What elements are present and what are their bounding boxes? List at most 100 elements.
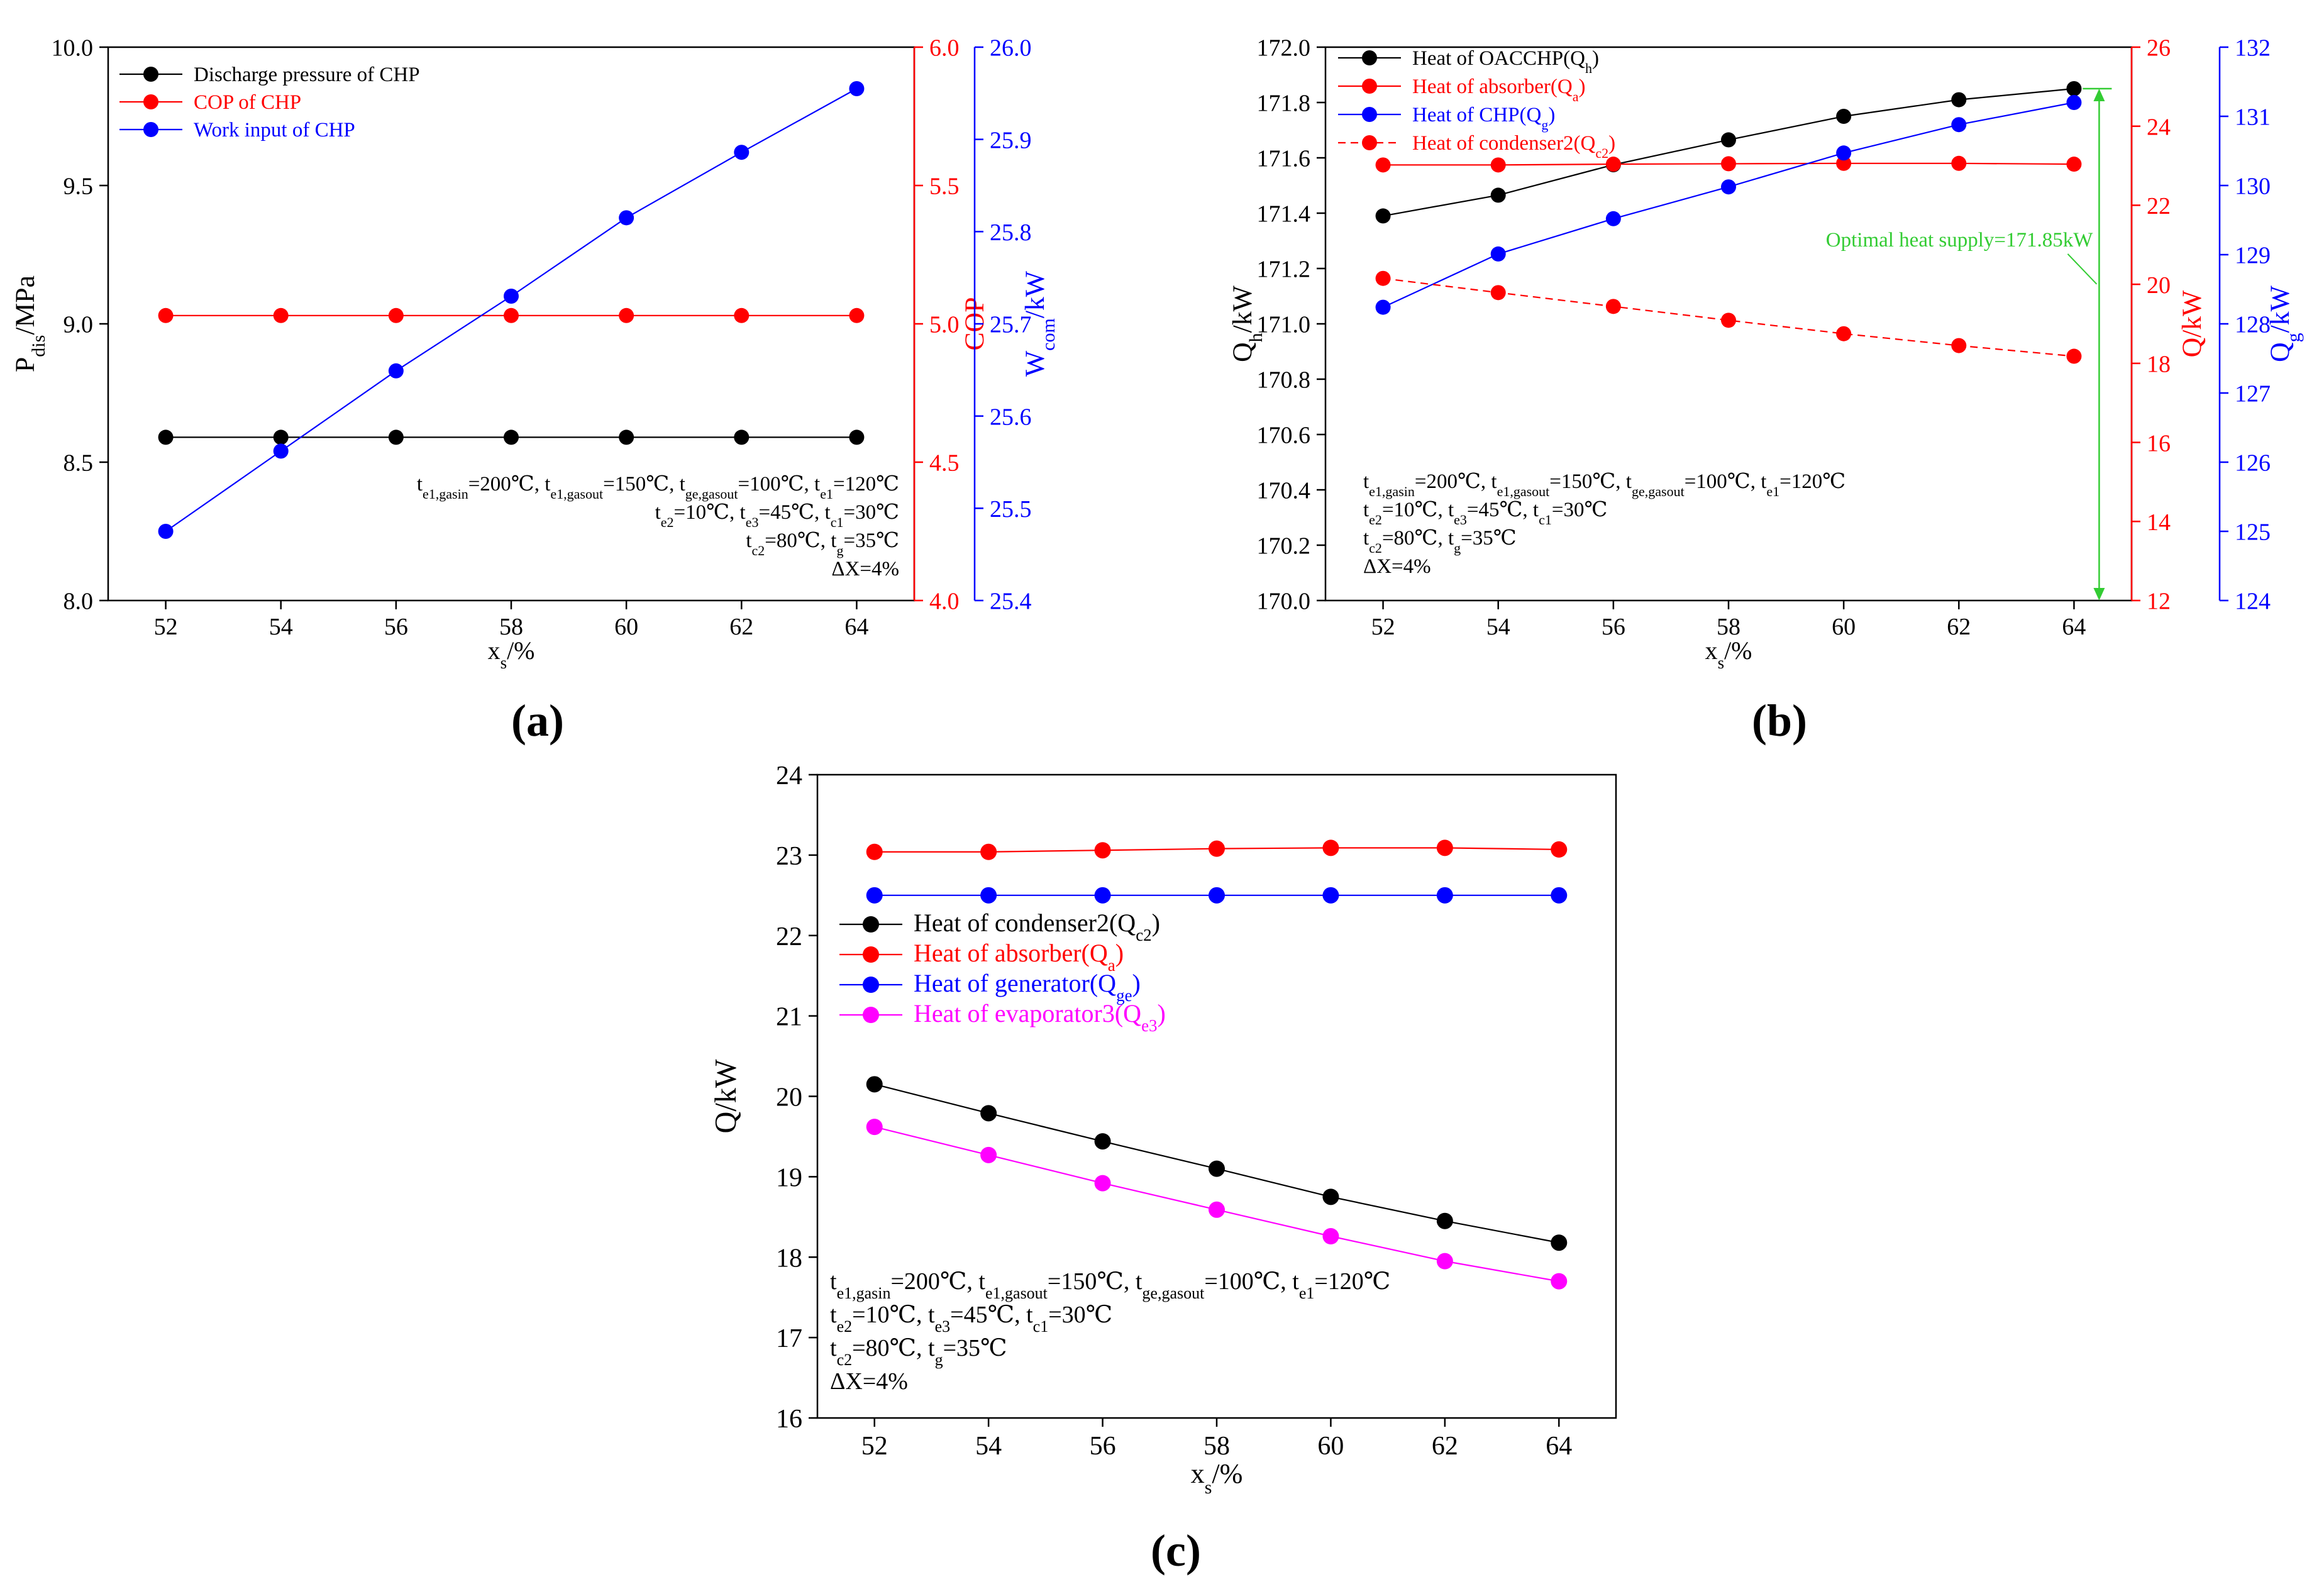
data-point-heat-of-evaporator3-q-e3 bbox=[1209, 1201, 1225, 1218]
y-tick-label-right2: 124 bbox=[2235, 589, 2271, 615]
y-tick-label-right2: 25.8 bbox=[990, 219, 1032, 246]
x-tick-label: 54 bbox=[1486, 614, 1510, 640]
legend-label: Heat of absorber(Qa) bbox=[914, 939, 1124, 975]
data-point-work-input-of-chp bbox=[273, 443, 289, 459]
data-point-heat-of-evaporator3-q-e3 bbox=[980, 1146, 997, 1163]
legend-label: Heat of OACCHP(Qh) bbox=[1412, 47, 1599, 76]
legend-label: COP of CHP bbox=[194, 91, 301, 114]
data-point-cop-of-chp bbox=[158, 307, 174, 323]
y-tick-label-right1: 12 bbox=[2147, 589, 2171, 615]
y-tick-label-right2: 25.5 bbox=[990, 496, 1032, 523]
y-tick-label-right2: 129 bbox=[2235, 243, 2271, 269]
data-point-heat-of-absorber-q-a bbox=[1436, 839, 1453, 856]
chart-panel-a: 52 54 56 58 60 62 64 xs/% 8.0 8.5 9.0 9.5 10.0 Pdis/M… bbox=[10, 35, 1059, 672]
y-tick-label-left: 10.0 bbox=[52, 35, 94, 62]
y-tick-label-right2: 25.9 bbox=[990, 127, 1032, 153]
y-axis-label-right2: Wcom/kW bbox=[1020, 270, 1059, 377]
x-tick-label: 60 bbox=[1317, 1432, 1344, 1461]
panel-label-b: (b) bbox=[1752, 695, 1807, 746]
data-point-discharge-pressure-of-chp bbox=[734, 429, 750, 445]
y-tick-label-right2: 126 bbox=[2235, 450, 2271, 477]
x-tick-label: 58 bbox=[499, 614, 523, 640]
legend-marker bbox=[1362, 79, 1377, 94]
data-point-heat-of-generator-q-ge bbox=[980, 887, 997, 904]
data-point-work-input-of-chp bbox=[388, 363, 404, 379]
y-tick-label-right1: 18 bbox=[2147, 352, 2171, 378]
y-tick-label-left: 21 bbox=[776, 1003, 802, 1032]
legend-label: Discharge pressure of CHP bbox=[194, 64, 420, 86]
data-point-discharge-pressure-of-chp bbox=[619, 429, 634, 445]
data-point-work-input-of-chp bbox=[849, 81, 865, 96]
legend-marker bbox=[1362, 107, 1377, 122]
y-tick-label-right1: 22 bbox=[2147, 193, 2171, 219]
y-axis-label-left: Q/kW bbox=[709, 1059, 743, 1133]
condition-note: tc2=80℃, tg=35℃ bbox=[830, 1335, 1007, 1369]
data-point-heat-of-chp-q-g bbox=[2066, 95, 2082, 110]
x-axis-label: xs/% bbox=[488, 636, 535, 672]
data-point-heat-of-absorber-q-a bbox=[1721, 156, 1736, 172]
condition-note: te1,gasin=200℃, te1,gasout=150℃, tge,gas… bbox=[417, 473, 899, 502]
data-point-heat-of-generator-q-ge bbox=[1436, 887, 1453, 904]
data-point-heat-of-evaporator3-q-e3 bbox=[1094, 1175, 1111, 1192]
y-tick-label-left: 23 bbox=[776, 842, 802, 871]
legend-label: Heat of condenser2(Qc2) bbox=[914, 909, 1160, 944]
y-tick-label-right2: 127 bbox=[2235, 381, 2271, 407]
legend-label: Heat of CHP(Qg) bbox=[1412, 104, 1555, 133]
data-point-heat-of-absorber-q-a bbox=[1605, 157, 1621, 172]
panel-label-c: (c) bbox=[1151, 1525, 1201, 1576]
data-point-heat-of-condenser2-q-c2 bbox=[866, 1076, 883, 1093]
y-tick-label-right2: 132 bbox=[2235, 35, 2271, 62]
y-tick-label-left: 171.0 bbox=[1257, 312, 1311, 338]
data-point-work-input-of-chp bbox=[619, 210, 634, 226]
legend-label: Heat of generator(Qge) bbox=[914, 969, 1141, 1005]
condition-note: te1,gasin=200℃, te1,gasout=150℃, tge,gas… bbox=[830, 1268, 1390, 1302]
data-point-heat-of-condenser2-q-c2 bbox=[1375, 270, 1391, 286]
data-point-heat-of-evaporator3-q-e3 bbox=[1436, 1253, 1453, 1270]
data-point-heat-of-absorber-q-a bbox=[1209, 840, 1225, 857]
optimal-arrow-head-up bbox=[2093, 89, 2105, 101]
y-tick-label-right2: 25.4 bbox=[990, 589, 1032, 615]
condition-note: te2=10℃, te3=45℃, tc1=30℃ bbox=[830, 1302, 1112, 1336]
y-tick-label-right1: 24 bbox=[2147, 114, 2171, 140]
y-tick-label-right1: 4.5 bbox=[929, 450, 960, 477]
x-tick-label: 62 bbox=[1947, 614, 1971, 640]
y-tick-label-right1: 16 bbox=[2147, 430, 2171, 457]
data-point-discharge-pressure-of-chp bbox=[849, 429, 865, 445]
data-point-heat-of-condenser2-q-c2 bbox=[1836, 326, 1852, 341]
legend-label: Heat of condenser2(Qc2) bbox=[1412, 132, 1615, 161]
condition-note: te1,gasin=200℃, te1,gasout=150℃, tge,gas… bbox=[1363, 470, 1845, 499]
data-point-heat-of-oacchp-q-h bbox=[1490, 187, 1506, 203]
data-point-heat-of-absorber-q-a bbox=[1094, 842, 1111, 859]
data-point-discharge-pressure-of-chp bbox=[388, 429, 404, 445]
data-point-heat-of-oacchp-q-h bbox=[1836, 109, 1852, 124]
data-point-heat-of-condenser2-q-c2 bbox=[1605, 299, 1621, 314]
optimal-pointer bbox=[2067, 253, 2098, 285]
data-point-heat-of-chp-q-g bbox=[1605, 211, 1621, 226]
y-tick-label-left: 170.0 bbox=[1257, 589, 1311, 615]
y-tick-label-left: 170.8 bbox=[1257, 367, 1311, 394]
data-point-heat-of-absorber-q-a bbox=[980, 843, 997, 860]
chart-panel-b: 52 54 56 58 60 62 64 xs/% 170.0 170.2 170.4 170.6 17… bbox=[1227, 35, 2304, 672]
data-point-heat-of-chp-q-g bbox=[1836, 145, 1852, 161]
data-point-cop-of-chp bbox=[273, 307, 289, 323]
data-point-heat-of-generator-q-ge bbox=[1094, 887, 1111, 904]
data-point-heat-of-chp-q-g bbox=[1721, 179, 1736, 195]
condition-note: ΔX=4% bbox=[1363, 555, 1431, 578]
y-tick-label-right2: 25.7 bbox=[990, 312, 1032, 338]
legend-marker bbox=[863, 916, 879, 933]
data-point-heat-of-condenser2-q-c2 bbox=[980, 1105, 997, 1122]
y-tick-label-right2: 26.0 bbox=[990, 35, 1032, 62]
condition-note: ΔX=4% bbox=[830, 1368, 908, 1395]
x-tick-label: 52 bbox=[154, 614, 178, 640]
optimal-heat-label: Optimal heat supply=171.85kW bbox=[1826, 229, 2093, 252]
y-tick-label-left: 24 bbox=[776, 761, 802, 790]
y-axis-label-right1: Q/kW bbox=[2177, 290, 2207, 358]
x-tick-label: 54 bbox=[269, 614, 293, 640]
data-point-heat-of-condenser2-q-c2 bbox=[1322, 1188, 1339, 1205]
data-point-cop-of-chp bbox=[388, 307, 404, 323]
y-tick-label-right1: 5.0 bbox=[929, 312, 960, 338]
optimal-arrow-head-down bbox=[2093, 588, 2105, 601]
x-tick-label: 64 bbox=[844, 614, 868, 640]
y-tick-label-right1: 5.5 bbox=[929, 174, 960, 200]
data-point-cop-of-chp bbox=[849, 307, 865, 323]
